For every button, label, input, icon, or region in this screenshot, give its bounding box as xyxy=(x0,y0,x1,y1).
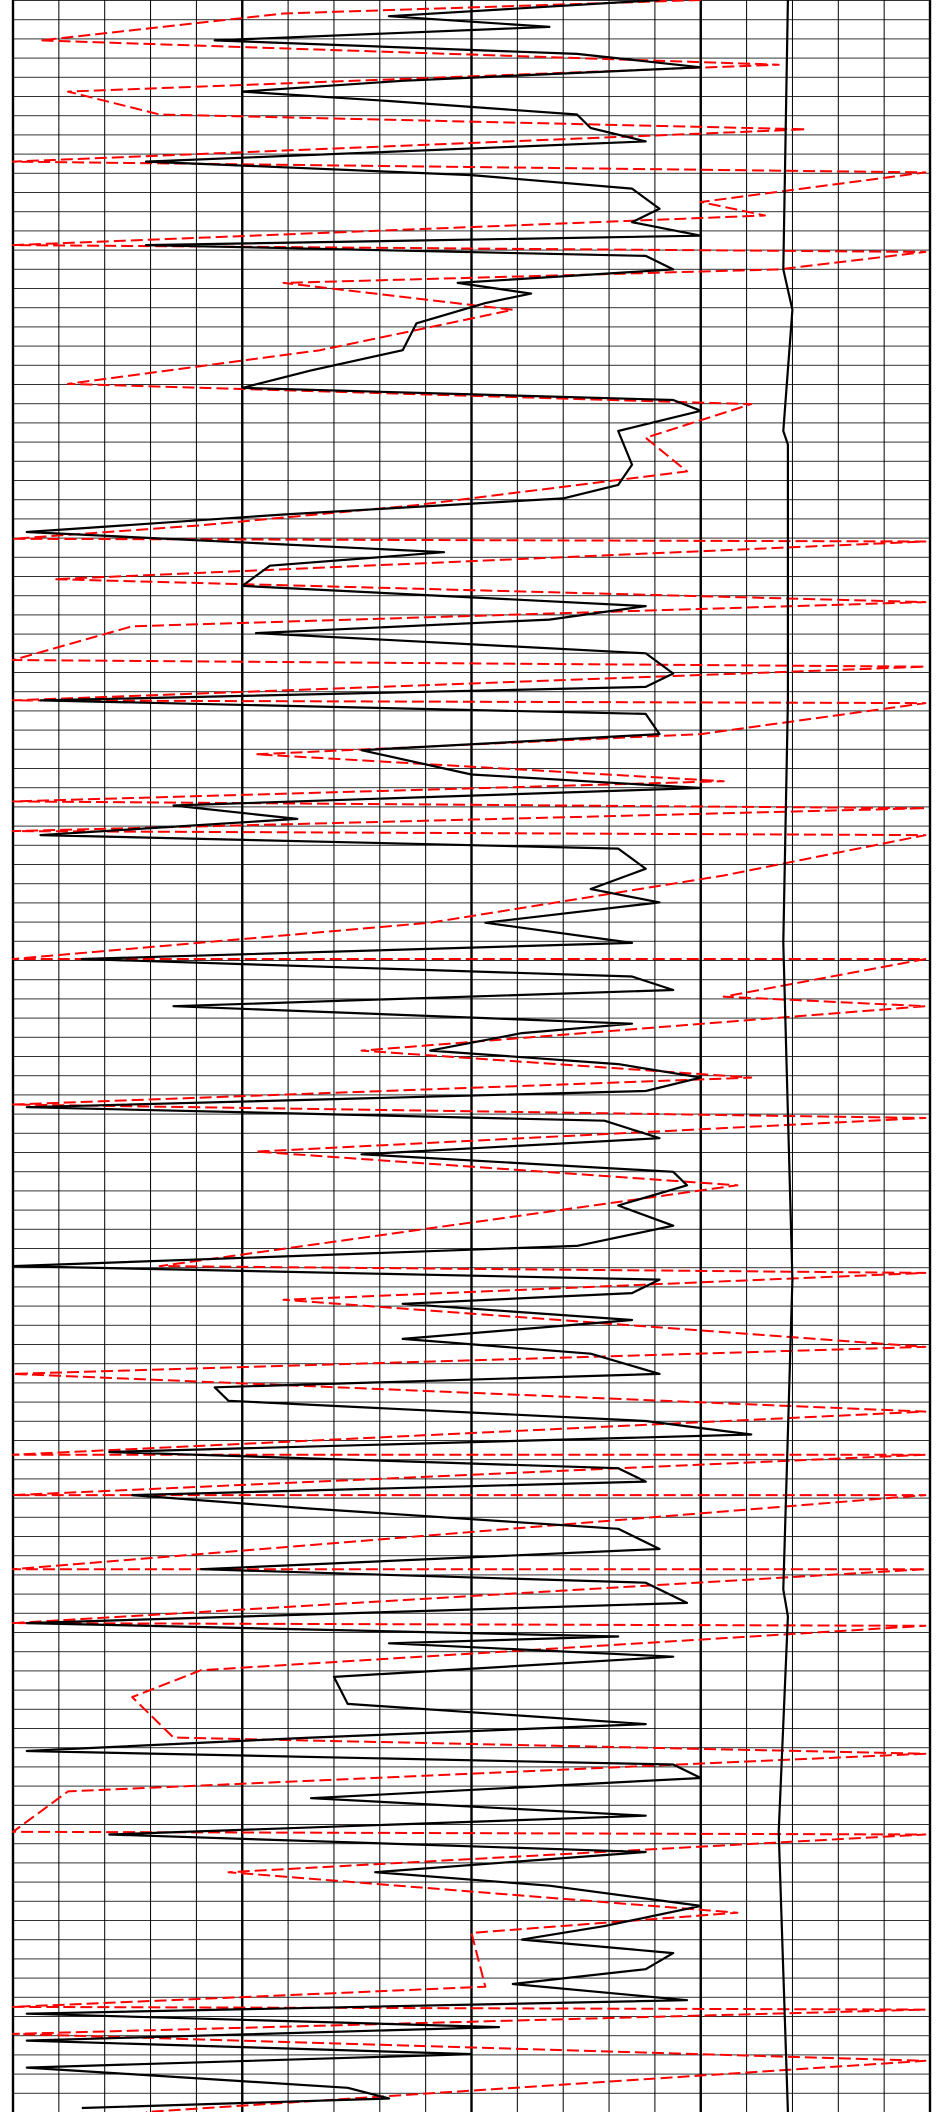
curve xyxy=(777,0,794,2112)
dashed-curve xyxy=(12,0,927,2112)
curve xyxy=(11,0,753,2110)
